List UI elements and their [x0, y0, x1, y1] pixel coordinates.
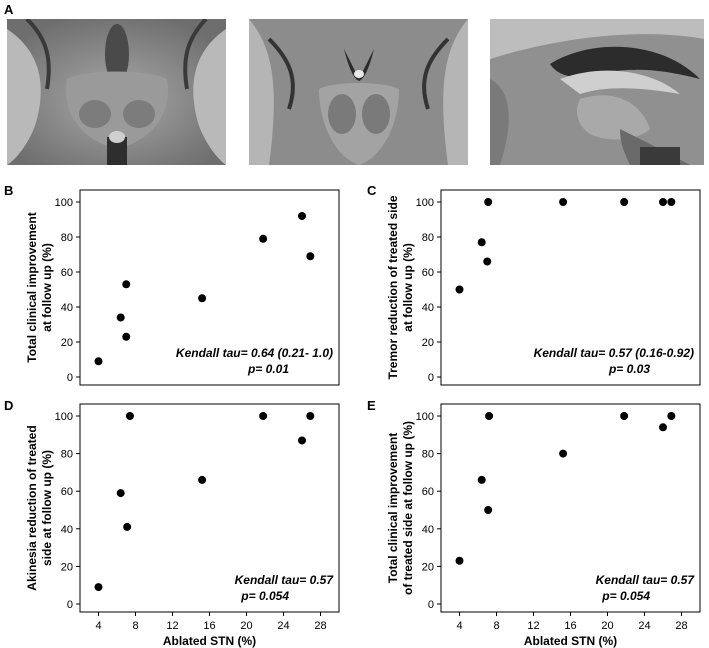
- data-point-e: [484, 506, 493, 514]
- data-point-e: [620, 412, 629, 420]
- x-tick-label-e: 12: [527, 620, 539, 632]
- y-axis-label-d: side at follow up (%): [40, 450, 54, 566]
- x-tick-label-e: 8: [493, 620, 499, 632]
- data-point-e: [455, 556, 464, 565]
- stat-annotation-d: Kendall tau= 0.57: [235, 573, 335, 587]
- y-tick-label-e: 100: [416, 411, 434, 423]
- x-tick-label-d: 24: [277, 620, 289, 632]
- y-axis-label-b: Total clinical improvement: [25, 212, 39, 362]
- y-tick-label-c: 40: [422, 302, 434, 314]
- panel-label-a: A: [4, 2, 14, 17]
- coronal-mri-slice: [249, 19, 468, 165]
- plot-frame-c: [440, 189, 701, 386]
- data-point-e: [477, 475, 486, 484]
- x-axis-label-d: Ablated STN (%): [163, 634, 256, 648]
- y-tick-label-c: 100: [416, 197, 434, 209]
- panel-label-d: D: [4, 398, 14, 413]
- y-tick-label-d: 60: [61, 486, 73, 498]
- plot-frame-b: [79, 189, 340, 386]
- x-tick-label-e: 4: [456, 620, 462, 632]
- x-tick-label-e: 16: [564, 620, 576, 632]
- y-tick-label-e: 20: [422, 561, 434, 573]
- data-point-b: [116, 313, 125, 322]
- y-tick-label-e: 0: [428, 599, 434, 611]
- x-tick-label-e: 24: [638, 620, 650, 632]
- x-tick-label-d: 4: [95, 620, 101, 632]
- axial-mri-slice: [7, 19, 226, 165]
- data-point-b: [198, 294, 207, 303]
- y-axis-label-c: at follow up (%): [401, 243, 415, 332]
- data-point-b: [298, 212, 306, 220]
- stat-annotation-b: p= 0.01: [247, 362, 289, 376]
- y-tick-label-d: 20: [61, 561, 73, 573]
- y-tick-label-b: 40: [61, 302, 73, 314]
- data-point-b: [122, 280, 131, 289]
- data-point-d: [306, 412, 315, 420]
- x-axis-label-e: Ablated STN (%): [524, 634, 617, 648]
- y-tick-label-d: 40: [61, 524, 73, 536]
- y-axis-label-d: Akinesia reduction of treated: [25, 425, 39, 590]
- y-tick-label-d: 80: [61, 449, 73, 461]
- x-tick-label-e: 28: [675, 620, 687, 632]
- y-tick-label-d: 0: [67, 599, 73, 611]
- y-tick-label-b: 0: [67, 372, 73, 384]
- data-point-d: [198, 475, 207, 484]
- y-tick-label-c: 80: [422, 232, 434, 244]
- data-point-e: [667, 412, 676, 420]
- y-axis-label-e: Total clinical improvement: [386, 433, 400, 583]
- data-point-b: [259, 234, 268, 243]
- x-tick-label-d: 20: [240, 620, 252, 632]
- stat-annotation-c: p= 0.03: [608, 362, 650, 376]
- data-point-d: [123, 522, 132, 531]
- data-point-d: [259, 412, 268, 420]
- stat-annotation-b: Kendall tau= 0.64 (0.21- 1.0): [176, 346, 333, 360]
- data-point-d: [94, 583, 103, 592]
- data-point-c: [620, 198, 629, 206]
- y-tick-label-b: 60: [61, 267, 73, 279]
- data-point-e: [659, 423, 667, 432]
- panel-label-c: C: [367, 183, 377, 198]
- y-tick-label-b: 80: [61, 232, 73, 244]
- stat-annotation-c: Kendall tau= 0.57 (0.16-0.92): [534, 346, 694, 360]
- y-axis-label-e: of treated side at follow up (%): [401, 421, 415, 595]
- data-point-b: [306, 252, 315, 261]
- y-tick-label-b: 100: [55, 197, 73, 209]
- y-tick-label-e: 80: [422, 449, 434, 461]
- data-point-d: [298, 436, 306, 445]
- y-tick-label-c: 0: [428, 372, 434, 384]
- data-point-e: [559, 449, 568, 458]
- y-tick-label-c: 60: [422, 267, 434, 279]
- x-tick-label-d: 12: [166, 620, 178, 632]
- panel-label-e: E: [367, 398, 376, 413]
- x-tick-label-d: 16: [203, 620, 215, 632]
- stat-annotation-d: p= 0.054: [240, 589, 289, 603]
- data-point-c: [484, 198, 493, 206]
- data-point-c: [455, 285, 464, 294]
- data-point-b: [94, 357, 103, 366]
- data-point-d: [125, 412, 134, 420]
- x-tick-label-d: 28: [314, 620, 326, 632]
- data-point-c: [659, 198, 667, 206]
- y-tick-label-c: 20: [422, 337, 434, 349]
- y-tick-label-b: 20: [61, 337, 73, 349]
- stat-annotation-e: Kendall tau= 0.57: [596, 573, 696, 587]
- x-tick-label-d: 8: [132, 620, 138, 632]
- y-tick-label-e: 60: [422, 486, 434, 498]
- data-point-c: [559, 198, 568, 206]
- y-tick-label-e: 40: [422, 524, 434, 536]
- y-axis-label-b: at follow up (%): [40, 243, 54, 332]
- sagittal-mri-slice: [490, 19, 704, 165]
- data-point-c: [667, 198, 676, 206]
- data-point-b: [122, 332, 131, 341]
- data-point-c: [483, 257, 492, 266]
- x-tick-label-e: 20: [601, 620, 613, 632]
- data-point-c: [477, 238, 486, 247]
- y-tick-label-d: 100: [55, 411, 73, 423]
- y-axis-label-c: Tremor reduction of treated side: [386, 195, 400, 379]
- data-point-d: [116, 489, 125, 498]
- panel-label-b: B: [4, 183, 14, 198]
- stat-annotation-e: p= 0.054: [601, 589, 650, 603]
- data-point-e: [485, 412, 494, 420]
